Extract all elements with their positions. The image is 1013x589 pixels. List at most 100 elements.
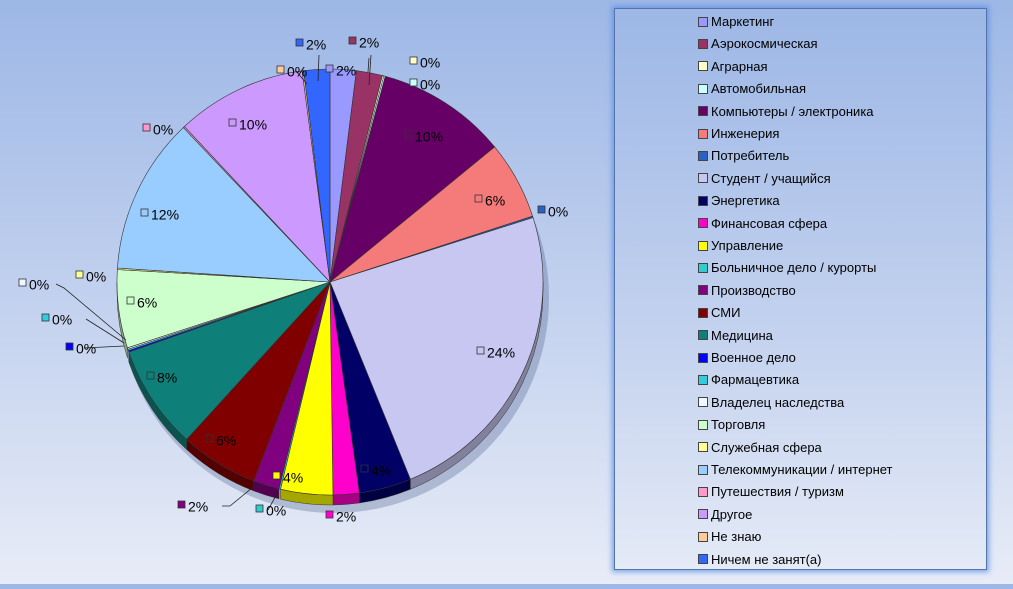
legend-swatch	[698, 195, 708, 206]
legend-label: СМИ	[711, 305, 741, 321]
legend-label: Компьютеры / электроника	[711, 103, 874, 119]
data-label-swatch	[409, 78, 418, 87]
data-label: 0%	[41, 312, 72, 328]
leader-line	[222, 482, 259, 507]
legend-item: Финансовая сфера	[698, 214, 827, 234]
leader-line	[317, 54, 320, 82]
data-label: 0%	[537, 204, 568, 220]
legend-item: Ничем не занят(а)	[698, 550, 821, 570]
leader-line	[85, 318, 125, 344]
pie-slice	[329, 75, 496, 283]
legend-swatch	[698, 16, 708, 27]
legend-swatch	[698, 38, 708, 49]
data-label: 0%	[18, 277, 49, 293]
data-label-text: 12%	[151, 207, 179, 223]
legend-label: Производство	[711, 282, 796, 298]
data-label: 6%	[126, 295, 157, 311]
leader-line	[367, 57, 370, 73]
data-label-swatch	[142, 123, 151, 132]
legend-item: Производство	[698, 281, 796, 301]
legend-swatch	[698, 531, 708, 542]
data-label: 0%	[276, 64, 307, 80]
legend-swatch	[698, 61, 708, 72]
data-label-text: 0%	[76, 341, 96, 357]
data-label-swatch	[325, 510, 334, 519]
data-label: 2%	[325, 509, 356, 525]
legend-label: Аграрная	[711, 58, 768, 74]
data-label: 0%	[409, 55, 440, 71]
legend-item: Другое	[698, 505, 752, 525]
legend-label: Медицина	[711, 327, 773, 343]
pie-slice	[329, 217, 544, 480]
legend-swatch	[698, 106, 708, 117]
legend-item: Не знаю	[698, 527, 761, 547]
data-label: 2%	[325, 63, 356, 79]
data-label-text: 2%	[336, 63, 356, 79]
legend-swatch	[698, 128, 708, 139]
data-label-swatch	[348, 36, 357, 45]
legend-label: Не знаю	[711, 529, 762, 545]
data-label-text: 2%	[306, 37, 326, 53]
data-label: 0%	[255, 503, 286, 519]
data-label-swatch	[537, 205, 546, 214]
data-label-text: 2%	[359, 35, 379, 51]
legend-swatch	[698, 554, 708, 565]
legend-label: Аэрокосмическая	[711, 36, 818, 52]
data-label: 4%	[272, 470, 303, 486]
data-label: 0%	[409, 77, 440, 93]
legend-item: Компьютеры / электроника	[698, 102, 874, 122]
legend-label: Служебная сфера	[711, 439, 822, 455]
data-label: 0%	[65, 341, 96, 357]
legend-swatch	[698, 509, 708, 520]
legend-item: Автомобильная	[698, 79, 806, 99]
data-label-swatch	[126, 296, 135, 305]
leader-line	[368, 54, 372, 86]
legend-swatch	[698, 419, 708, 430]
legend-item: Фармацевтика	[698, 370, 799, 390]
data-label: 2%	[348, 35, 379, 51]
legend-label: Владелец наследства	[711, 394, 845, 410]
data-label: 8%	[146, 370, 177, 386]
data-label-text: 0%	[266, 503, 286, 519]
legend-label: Потребитель	[711, 148, 790, 164]
legend-label: Ничем не занят(а)	[711, 551, 822, 567]
legend-item: Путешествия / туризм	[698, 482, 844, 502]
legend-label: Инженерия	[711, 126, 780, 141]
data-label: 0%	[142, 122, 173, 138]
leader-line	[267, 491, 279, 511]
legend-item: Потребитель	[698, 146, 789, 166]
legend-label: Больничное дело / курорты	[711, 260, 877, 276]
data-label: 24%	[476, 345, 515, 361]
legend-label: Управление	[711, 238, 784, 253]
data-label-text: 4%	[283, 470, 303, 486]
data-label-text: 0%	[29, 277, 49, 293]
data-label: 6%	[205, 433, 236, 449]
data-label: 12%	[140, 207, 179, 223]
data-label-swatch	[255, 504, 264, 513]
legend-swatch	[698, 262, 708, 273]
legend-label: Фармацевтика	[711, 372, 800, 388]
pie-slice	[183, 70, 331, 283]
data-label-text: 2%	[336, 509, 356, 525]
pie-slice	[128, 281, 331, 440]
data-label-text: 6%	[485, 193, 505, 209]
legend-swatch	[698, 486, 708, 497]
data-label-text: 6%	[216, 433, 236, 449]
legend-label: Маркетинг	[711, 14, 775, 29]
legend-item: Аэрокосмическая	[698, 34, 818, 54]
legend-item: Торговля	[698, 415, 765, 435]
legend-label: Военное дело	[711, 350, 796, 365]
data-label-swatch	[295, 38, 304, 47]
leader-line	[83, 345, 125, 349]
legend-item: Служебная сфера	[698, 438, 822, 458]
legend-item: Медицина	[698, 326, 773, 346]
legend-swatch	[698, 307, 708, 318]
leader-line	[295, 70, 308, 85]
data-label-swatch	[41, 313, 50, 322]
legend-item: Управление	[698, 236, 783, 256]
legend-label: Студент / учащийся	[711, 170, 831, 186]
legend-item: Аграрная	[698, 57, 768, 77]
legend-swatch	[698, 397, 708, 408]
data-label: 6%	[474, 193, 505, 209]
legend-item: Больничное дело / курорты	[698, 258, 876, 278]
